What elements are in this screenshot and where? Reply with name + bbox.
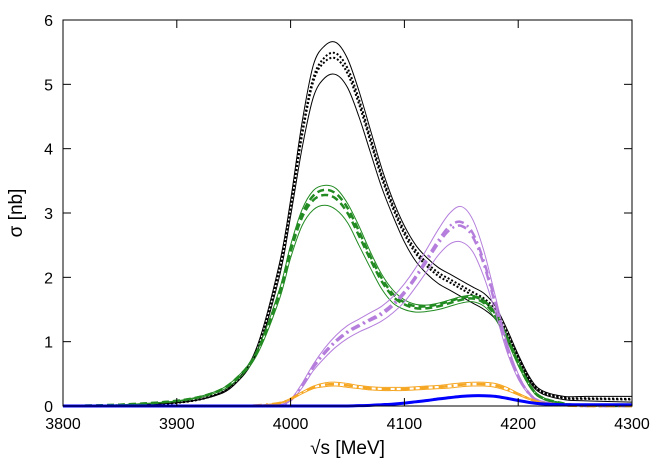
y-tick-label: 5 [44,77,53,94]
x-tick-label: 4300 [614,416,650,433]
series-line-7 [62,193,633,408]
axis-ticks: 3800 3900 4000 4100 4200 4300 0 1 2 3 4 5 6 [44,13,650,433]
x-tick-label: 3800 [45,416,81,433]
series-line-5 [62,184,633,407]
x-tick-label: 4200 [500,416,536,433]
series-line-3 [62,56,633,407]
y-tick-label: 4 [44,142,53,159]
y-tick-label: 0 [44,399,53,416]
y-tick-label: 1 [44,335,53,352]
x-tick-label: 4000 [273,416,309,433]
y-axis-label: σ [nb] [6,189,27,238]
x-axis-label: √s [MeV] [310,438,385,459]
y-tick-label: 2 [44,270,53,287]
x-tick-label: 4100 [387,416,423,433]
y-tick-label: 6 [44,13,53,30]
series-line-8 [62,188,633,408]
series-line-15 [63,382,633,408]
y-tick-label: 3 [44,206,53,223]
x-tick-label: 3900 [159,416,195,433]
